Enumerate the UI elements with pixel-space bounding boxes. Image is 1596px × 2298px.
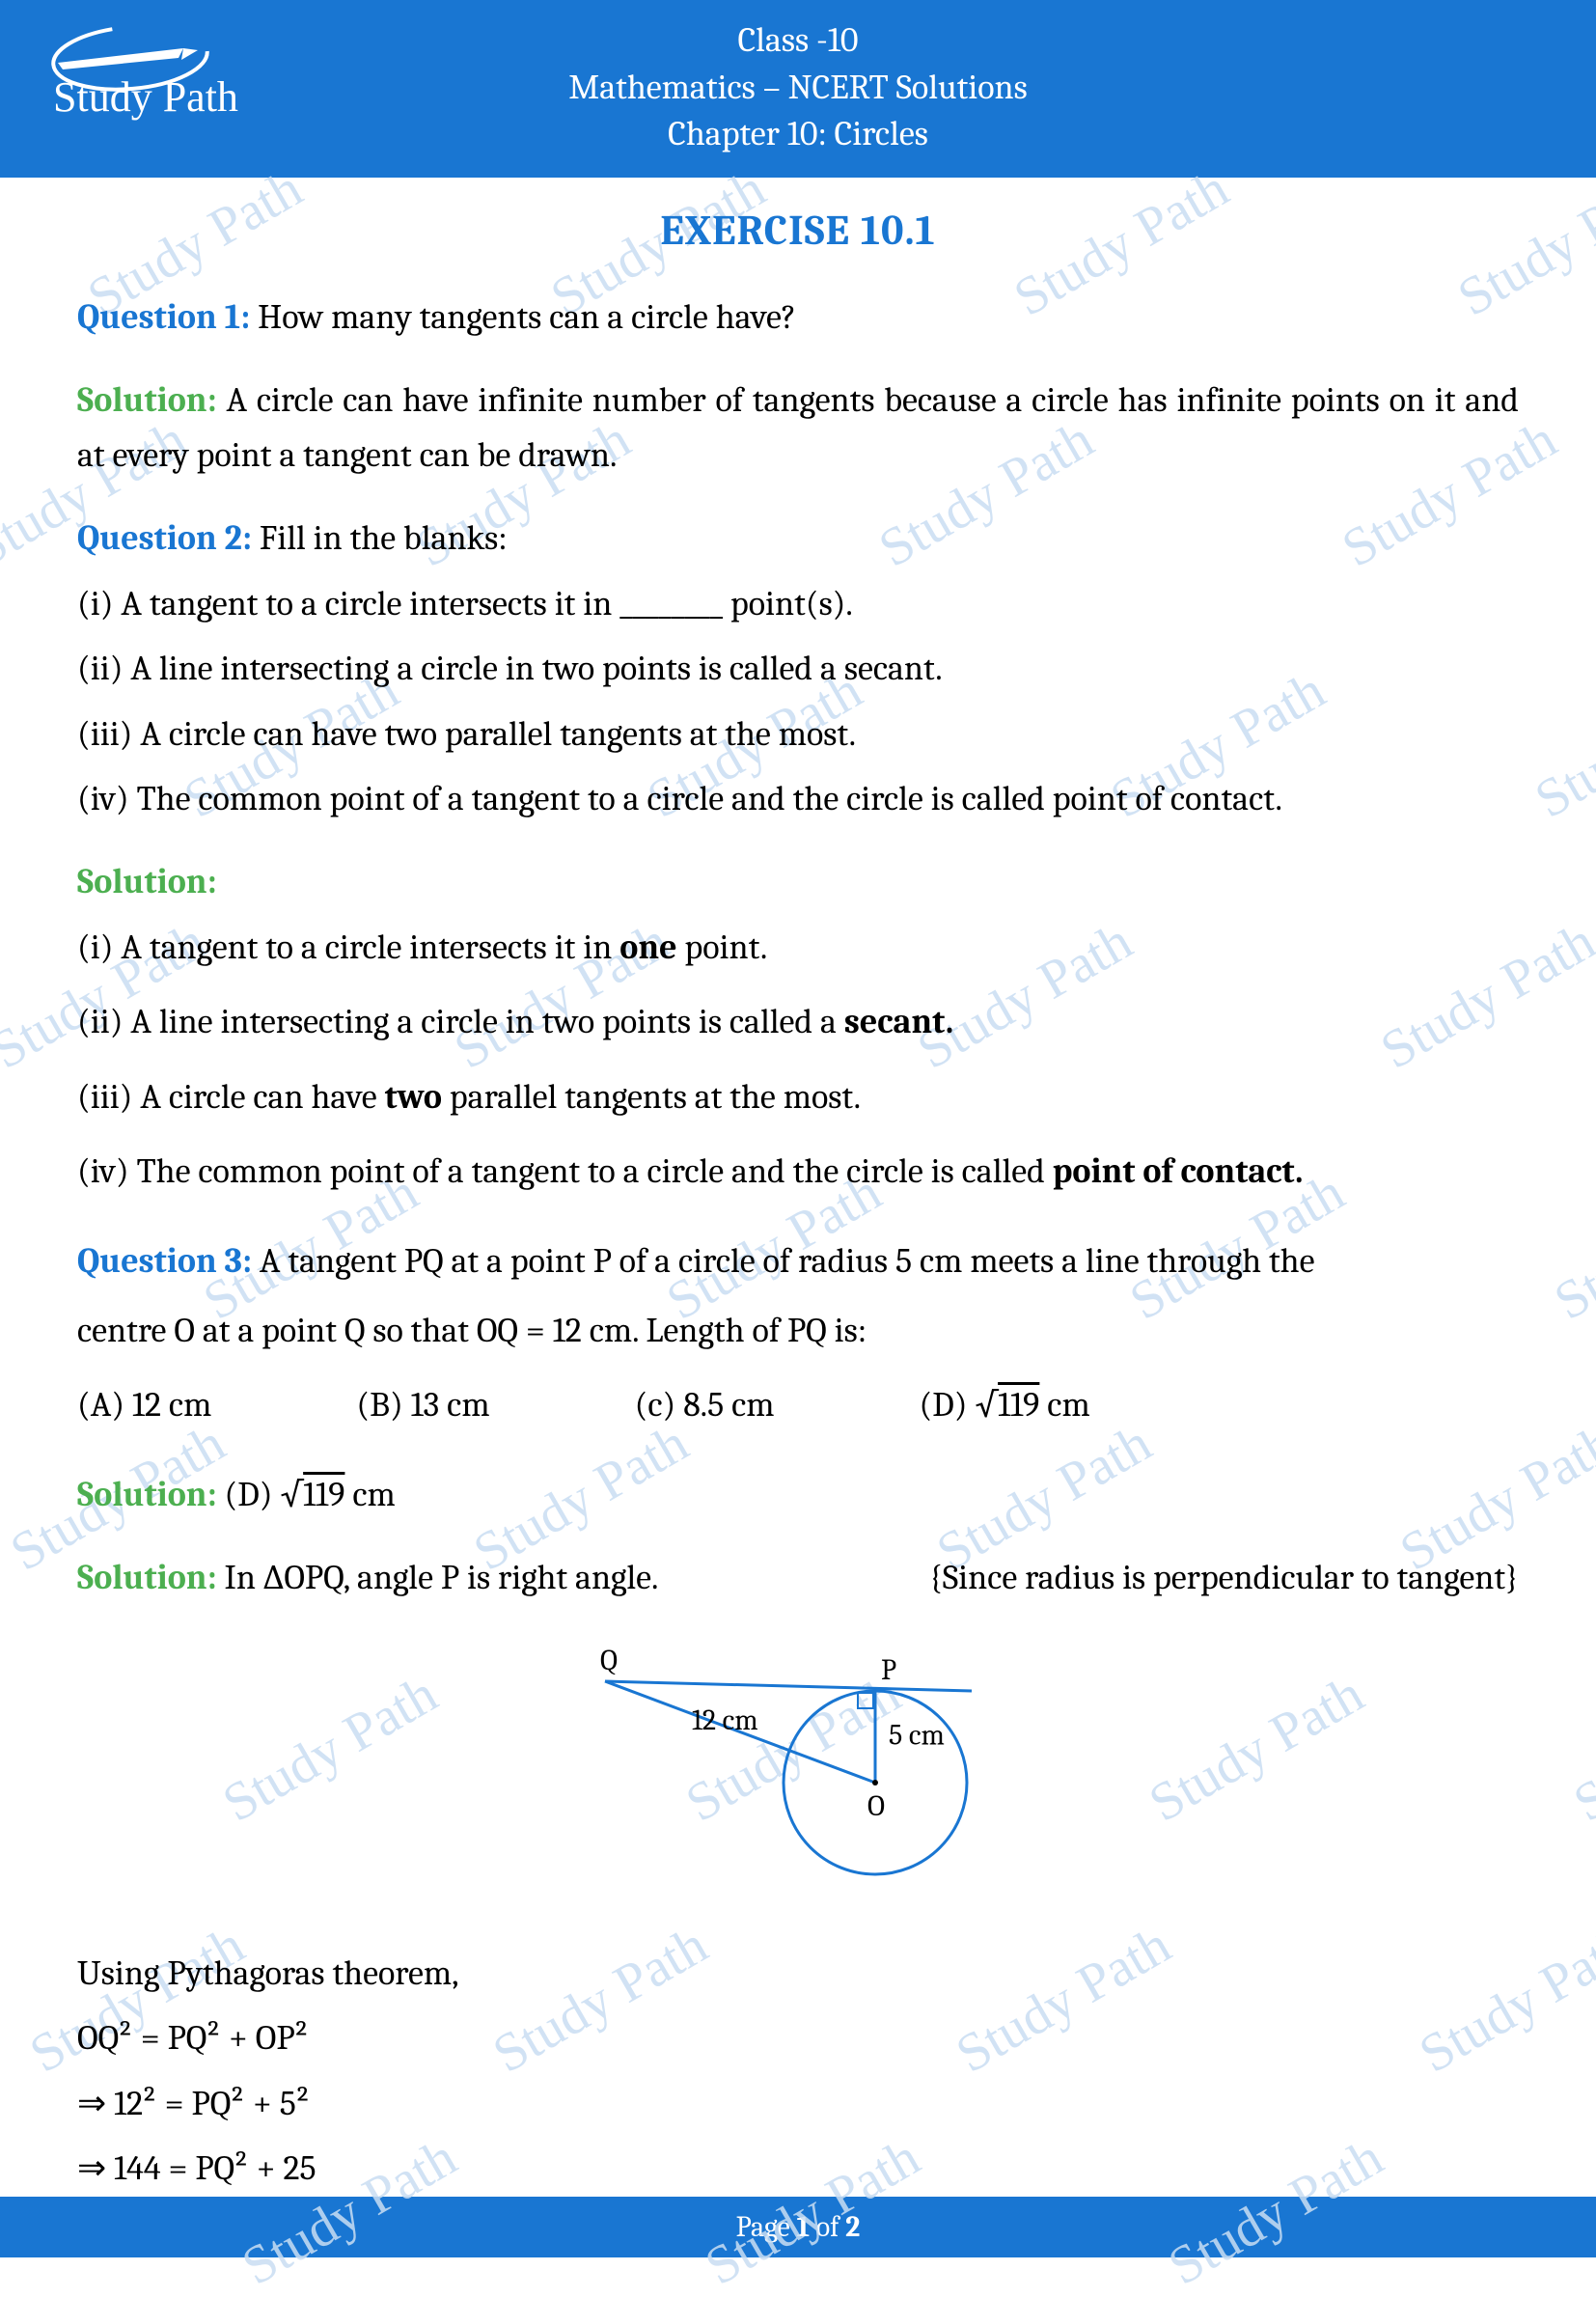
logo: Study Path (39, 19, 251, 125)
solution-label: Solution: (77, 380, 217, 420)
page-footer: Page 1 of 2 (0, 2197, 1596, 2257)
page-header: Study Path Class -10 Mathematics – NCERT… (0, 0, 1596, 178)
solution-label: Solution: (77, 1475, 217, 1514)
question-3: Question 3: A tangent PQ at a point P of… (77, 1227, 1519, 1366)
option-c: (c) 8.5 cm (635, 1377, 775, 1433)
solution-3-answer: Solution: (D) √119 cm (77, 1467, 1519, 1523)
question-2-intro: Question 2: Fill in the blanks: (77, 511, 1519, 567)
question-1: Question 1: How many tangents can a circ… (77, 290, 1519, 346)
s2-iii: (iii) A circle can have two parallel tan… (77, 1069, 1519, 1125)
question-text: How many tangents can a circle have? (250, 297, 796, 337)
q2-ii: (ii) A line intersecting a circle in two… (77, 641, 1519, 697)
svg-text:12 cm: 12 cm (692, 1703, 758, 1737)
q3-options: (A) 12 cm (B) 13 cm (c) 8.5 cm (D) √119 … (77, 1377, 1519, 1433)
working-l2: ⇒ 12² = PQ² + 5² (77, 2076, 1519, 2132)
exercise-title: EXERCISE 10.1 (77, 197, 1519, 264)
q2-iv: (iv) The common point of a tangent to a … (77, 771, 1519, 827)
svg-text:P: P (881, 1653, 896, 1687)
option-a: (A) 12 cm (77, 1377, 211, 1433)
working-l1: OQ² = PQ² + OP² (77, 2010, 1519, 2066)
q2-iii: (iii) A circle can have two parallel tan… (77, 706, 1519, 762)
svg-text:O: O (867, 1789, 885, 1823)
diagram: Q P O 12 cm 5 cm (77, 1633, 1519, 1913)
question-intro: Fill in the blanks: (252, 518, 508, 558)
s2-iv: (iv) The common point of a tangent to a … (77, 1144, 1519, 1200)
s2-i: (i) A tangent to a circle intersects it … (77, 920, 1519, 976)
solution-note: {Since radius is perpendicular to tangen… (929, 1550, 1519, 1606)
page-content: EXERCISE 10.1 Question 1: How many tange… (0, 178, 1596, 2197)
solution-3-explain: Solution: In ∆OPQ, angle P is right angl… (77, 1550, 1519, 1606)
solution-label: Solution: (77, 862, 217, 901)
working-l3: ⇒ 144 = PQ² + 25 (77, 2141, 1519, 2197)
svg-text:Q: Q (600, 1644, 618, 1677)
working-heading: Using Pythagoras theorem, (77, 1946, 1519, 2002)
solution-label: Solution: (77, 1558, 217, 1597)
q2-i: (i) A tangent to a circle intersects it … (77, 576, 1519, 632)
question-label: Question 1: (77, 297, 250, 337)
solution-1: Solution: A circle can have infinite num… (77, 373, 1519, 484)
s2-ii: (ii) A line intersecting a circle in two… (77, 994, 1519, 1050)
solution-2-label: Solution: (77, 854, 1519, 910)
option-b: (B) 13 cm (356, 1377, 489, 1433)
question-label: Question 2: (77, 518, 252, 558)
svg-text:5 cm: 5 cm (889, 1718, 945, 1752)
solution-text: A circle can have infinite number of tan… (77, 380, 1519, 476)
question-label: Question 3: (77, 1241, 252, 1281)
option-d: (D) √119 cm (920, 1377, 1090, 1433)
logo-text: Study Path (53, 73, 238, 121)
